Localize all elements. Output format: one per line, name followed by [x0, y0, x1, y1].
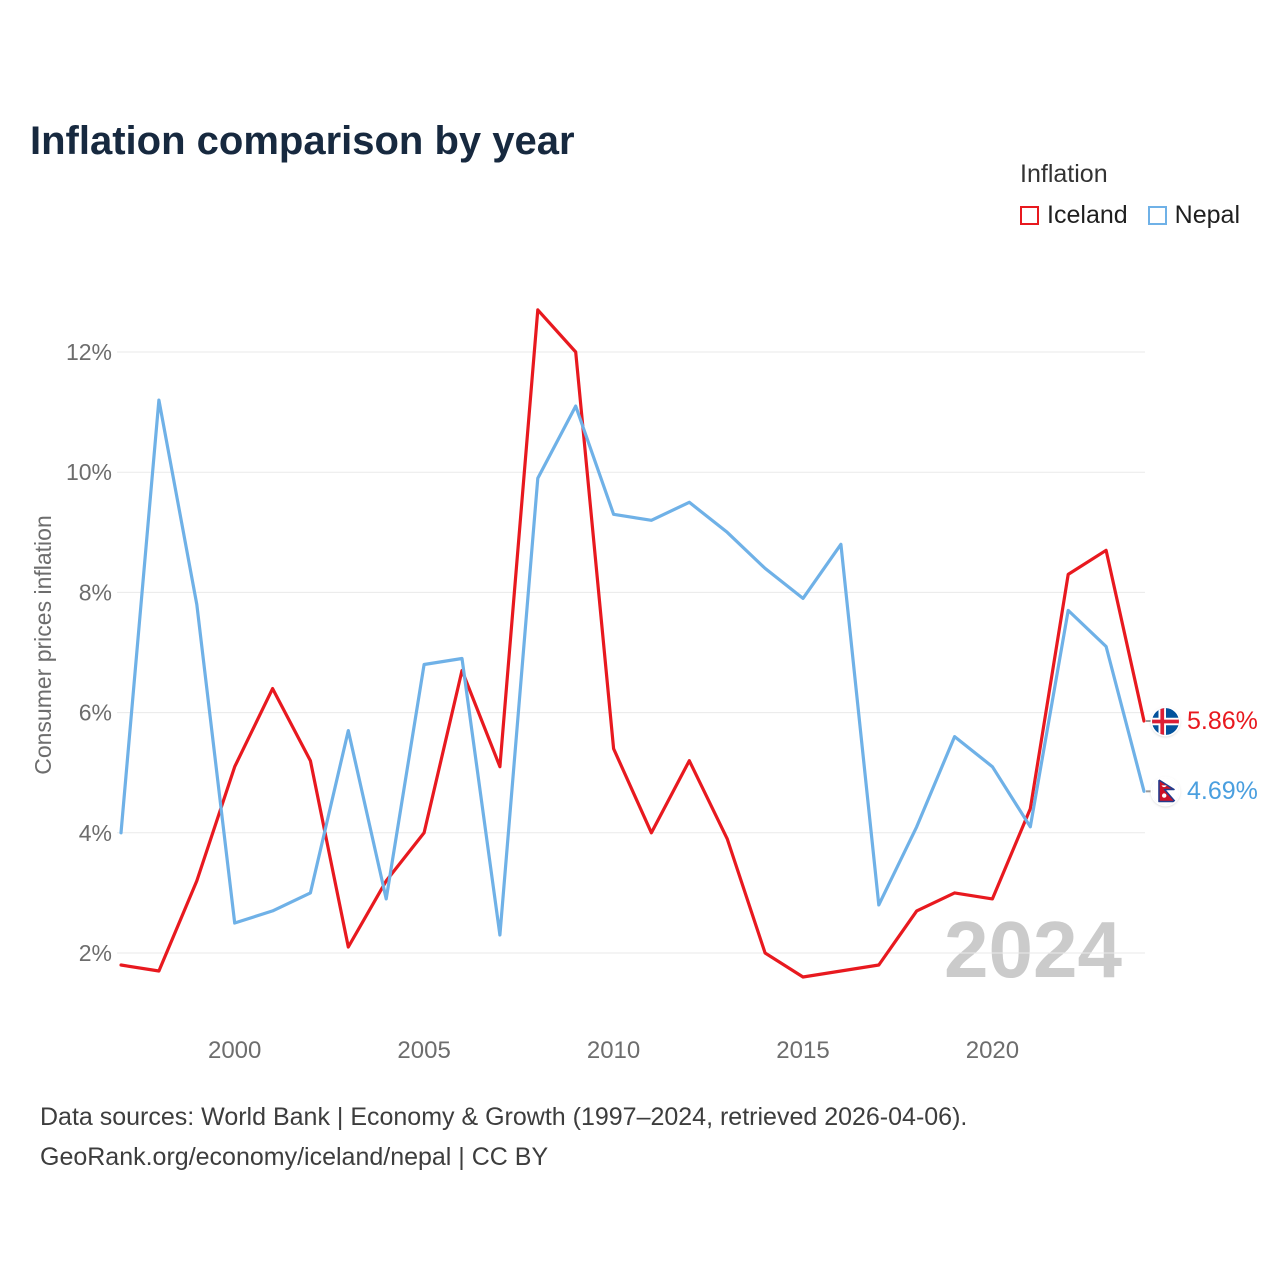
legend-label-iceland: Iceland [1047, 201, 1128, 229]
x-tick-label: 2020 [966, 1037, 1019, 1064]
nepal-color-swatch-icon [1147, 206, 1167, 225]
page-title: Inflation comparison by year [30, 118, 575, 163]
legend-label-nepal: Nepal [1174, 201, 1240, 229]
y-tick-label: 2% [79, 940, 112, 966]
legend-items: Iceland Nepal [1020, 201, 1240, 230]
y-tick-label: 12% [66, 339, 112, 365]
legend-item-nepal[interactable]: Nepal [1147, 201, 1240, 230]
source-footer: Data sources: World Bank | Economy & Gro… [40, 1098, 967, 1177]
end-value-iceland: 5.86% [1187, 707, 1258, 735]
watermark-year: 2024 [944, 905, 1122, 994]
y-tick-label: 6% [79, 700, 112, 726]
x-tick-label: 2005 [397, 1037, 450, 1064]
y-tick-label: 10% [66, 459, 112, 485]
y-tick-label: 4% [79, 820, 112, 846]
x-tick-label: 2000 [208, 1037, 261, 1064]
legend-item-iceland[interactable]: Iceland [1020, 201, 1128, 230]
x-tick-label: 2015 [776, 1037, 829, 1064]
x-tick-label: 2010 [587, 1037, 640, 1064]
chart-legend: Inflation Iceland Nepal [1020, 160, 1240, 230]
iceland-color-swatch-icon [1020, 206, 1040, 225]
end-label-iceland: 5.86% [1152, 707, 1258, 736]
source-line-2: GeoRank.org/economy/iceland/nepal | CC B… [40, 1142, 549, 1171]
series-line-nepal [119, 398, 1146, 937]
legend-title: Inflation [1020, 160, 1108, 188]
source-line-1: Data sources: World Bank | Economy & Gro… [40, 1103, 968, 1131]
nepal-flag-icon [1152, 778, 1179, 806]
end-label-nepal: 4.69% [1152, 777, 1258, 806]
y-tick-label: 8% [79, 579, 112, 605]
series-line-iceland [119, 308, 1146, 979]
iceland-flag-icon [1152, 708, 1179, 735]
end-value-nepal: 4.69% [1187, 777, 1258, 806]
